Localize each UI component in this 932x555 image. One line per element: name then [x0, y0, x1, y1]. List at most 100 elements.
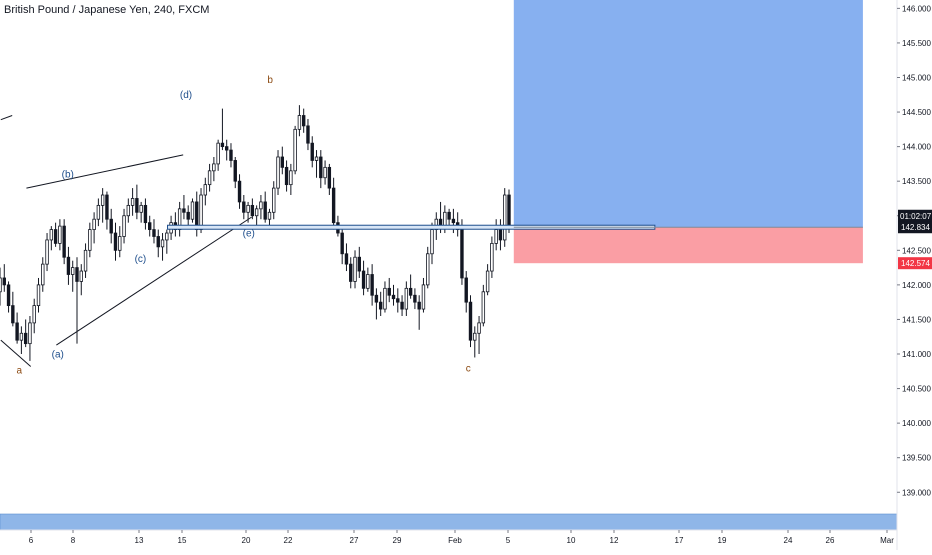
candle[interactable]	[207, 163, 212, 192]
candle[interactable]	[79, 264, 83, 296]
candle[interactable]	[263, 191, 267, 223]
candle[interactable]	[28, 315, 32, 361]
candle[interactable]	[464, 271, 468, 313]
candle[interactable]	[404, 281, 409, 316]
candle[interactable]	[408, 274, 413, 299]
stop-zone[interactable]	[513, 227, 863, 264]
candle[interactable]	[62, 219, 66, 265]
candle[interactable]	[66, 246, 71, 285]
candle[interactable]	[301, 108, 306, 133]
upper-triangle-line[interactable]	[26, 154, 184, 189]
candle[interactable]	[417, 295, 421, 330]
candle[interactable]	[216, 139, 220, 171]
candle[interactable]	[297, 105, 302, 137]
candle[interactable]	[156, 229, 160, 258]
candle[interactable]	[6, 281, 11, 313]
candle[interactable]	[88, 222, 92, 258]
candle[interactable]	[254, 205, 259, 227]
candle[interactable]	[195, 191, 199, 237]
candle[interactable]	[468, 295, 473, 348]
candle[interactable]	[92, 212, 96, 244]
candle[interactable]	[152, 219, 156, 244]
candle[interactable]	[503, 188, 507, 247]
candle[interactable]	[41, 257, 45, 292]
candle[interactable]	[485, 264, 490, 296]
candle[interactable]	[19, 326, 24, 355]
candle[interactable]	[160, 233, 165, 261]
target-zone[interactable]	[513, 0, 863, 228]
candle[interactable]	[323, 160, 327, 185]
lower-triangle-line[interactable]	[56, 216, 252, 346]
candle[interactable]	[0, 267, 2, 306]
candle[interactable]	[498, 219, 503, 251]
candle[interactable]	[32, 298, 36, 334]
candle[interactable]	[310, 136, 314, 168]
candle[interactable]	[148, 215, 152, 237]
candle[interactable]	[212, 156, 216, 182]
candle[interactable]	[130, 188, 135, 216]
candle[interactable]	[122, 208, 126, 244]
candle[interactable]	[190, 198, 195, 223]
candle[interactable]	[237, 174, 242, 209]
candle[interactable]	[58, 219, 62, 251]
candle[interactable]	[314, 150, 319, 178]
candle[interactable]	[319, 150, 323, 189]
candle[interactable]	[71, 260, 75, 292]
candle[interactable]	[53, 222, 58, 247]
candle[interactable]	[203, 177, 208, 206]
candle[interactable]	[455, 212, 460, 237]
candle[interactable]	[280, 146, 285, 175]
candle[interactable]	[139, 201, 143, 223]
candle[interactable]	[421, 277, 426, 313]
candle[interactable]	[250, 198, 255, 220]
candle[interactable]	[357, 246, 361, 278]
candle[interactable]	[272, 181, 276, 220]
candle[interactable]	[400, 295, 404, 316]
candle[interactable]	[113, 222, 118, 261]
candle[interactable]	[413, 288, 417, 310]
candle[interactable]	[177, 201, 182, 237]
candle[interactable]	[259, 195, 263, 220]
candle[interactable]	[387, 277, 391, 303]
candle[interactable]	[374, 288, 379, 320]
candle[interactable]	[396, 288, 400, 313]
candle[interactable]	[224, 139, 229, 161]
candle[interactable]	[494, 219, 498, 251]
candle[interactable]	[366, 267, 370, 292]
candle[interactable]	[2, 264, 6, 292]
candle[interactable]	[143, 198, 148, 230]
candle[interactable]	[293, 125, 297, 175]
candle[interactable]	[481, 284, 486, 327]
candle[interactable]	[353, 250, 357, 289]
candle[interactable]	[15, 312, 19, 344]
candle[interactable]	[327, 163, 332, 196]
candle[interactable]	[229, 143, 233, 168]
candle[interactable]	[490, 236, 494, 278]
candle[interactable]	[344, 243, 349, 272]
left-top-line[interactable]	[0, 115, 13, 121]
candle[interactable]	[284, 160, 289, 192]
candle[interactable]	[349, 257, 353, 289]
candle[interactable]	[135, 184, 139, 220]
candle[interactable]	[473, 326, 477, 358]
candle[interactable]	[361, 260, 366, 296]
candle[interactable]	[276, 150, 280, 196]
candle[interactable]	[331, 177, 336, 230]
left-bottom-line[interactable]	[0, 339, 32, 367]
candle[interactable]	[182, 195, 186, 220]
candle[interactable]	[477, 315, 481, 355]
candle[interactable]	[118, 226, 122, 258]
candle[interactable]	[105, 191, 109, 230]
candle[interactable]	[233, 156, 237, 189]
candle[interactable]	[11, 291, 15, 327]
candle[interactable]	[45, 233, 49, 272]
candle[interactable]	[340, 229, 344, 265]
candle[interactable]	[165, 229, 169, 254]
candle[interactable]	[100, 188, 105, 223]
candle[interactable]	[306, 118, 310, 151]
candle[interactable]	[126, 198, 131, 223]
candle[interactable]	[220, 108, 225, 151]
candle[interactable]	[36, 277, 41, 313]
